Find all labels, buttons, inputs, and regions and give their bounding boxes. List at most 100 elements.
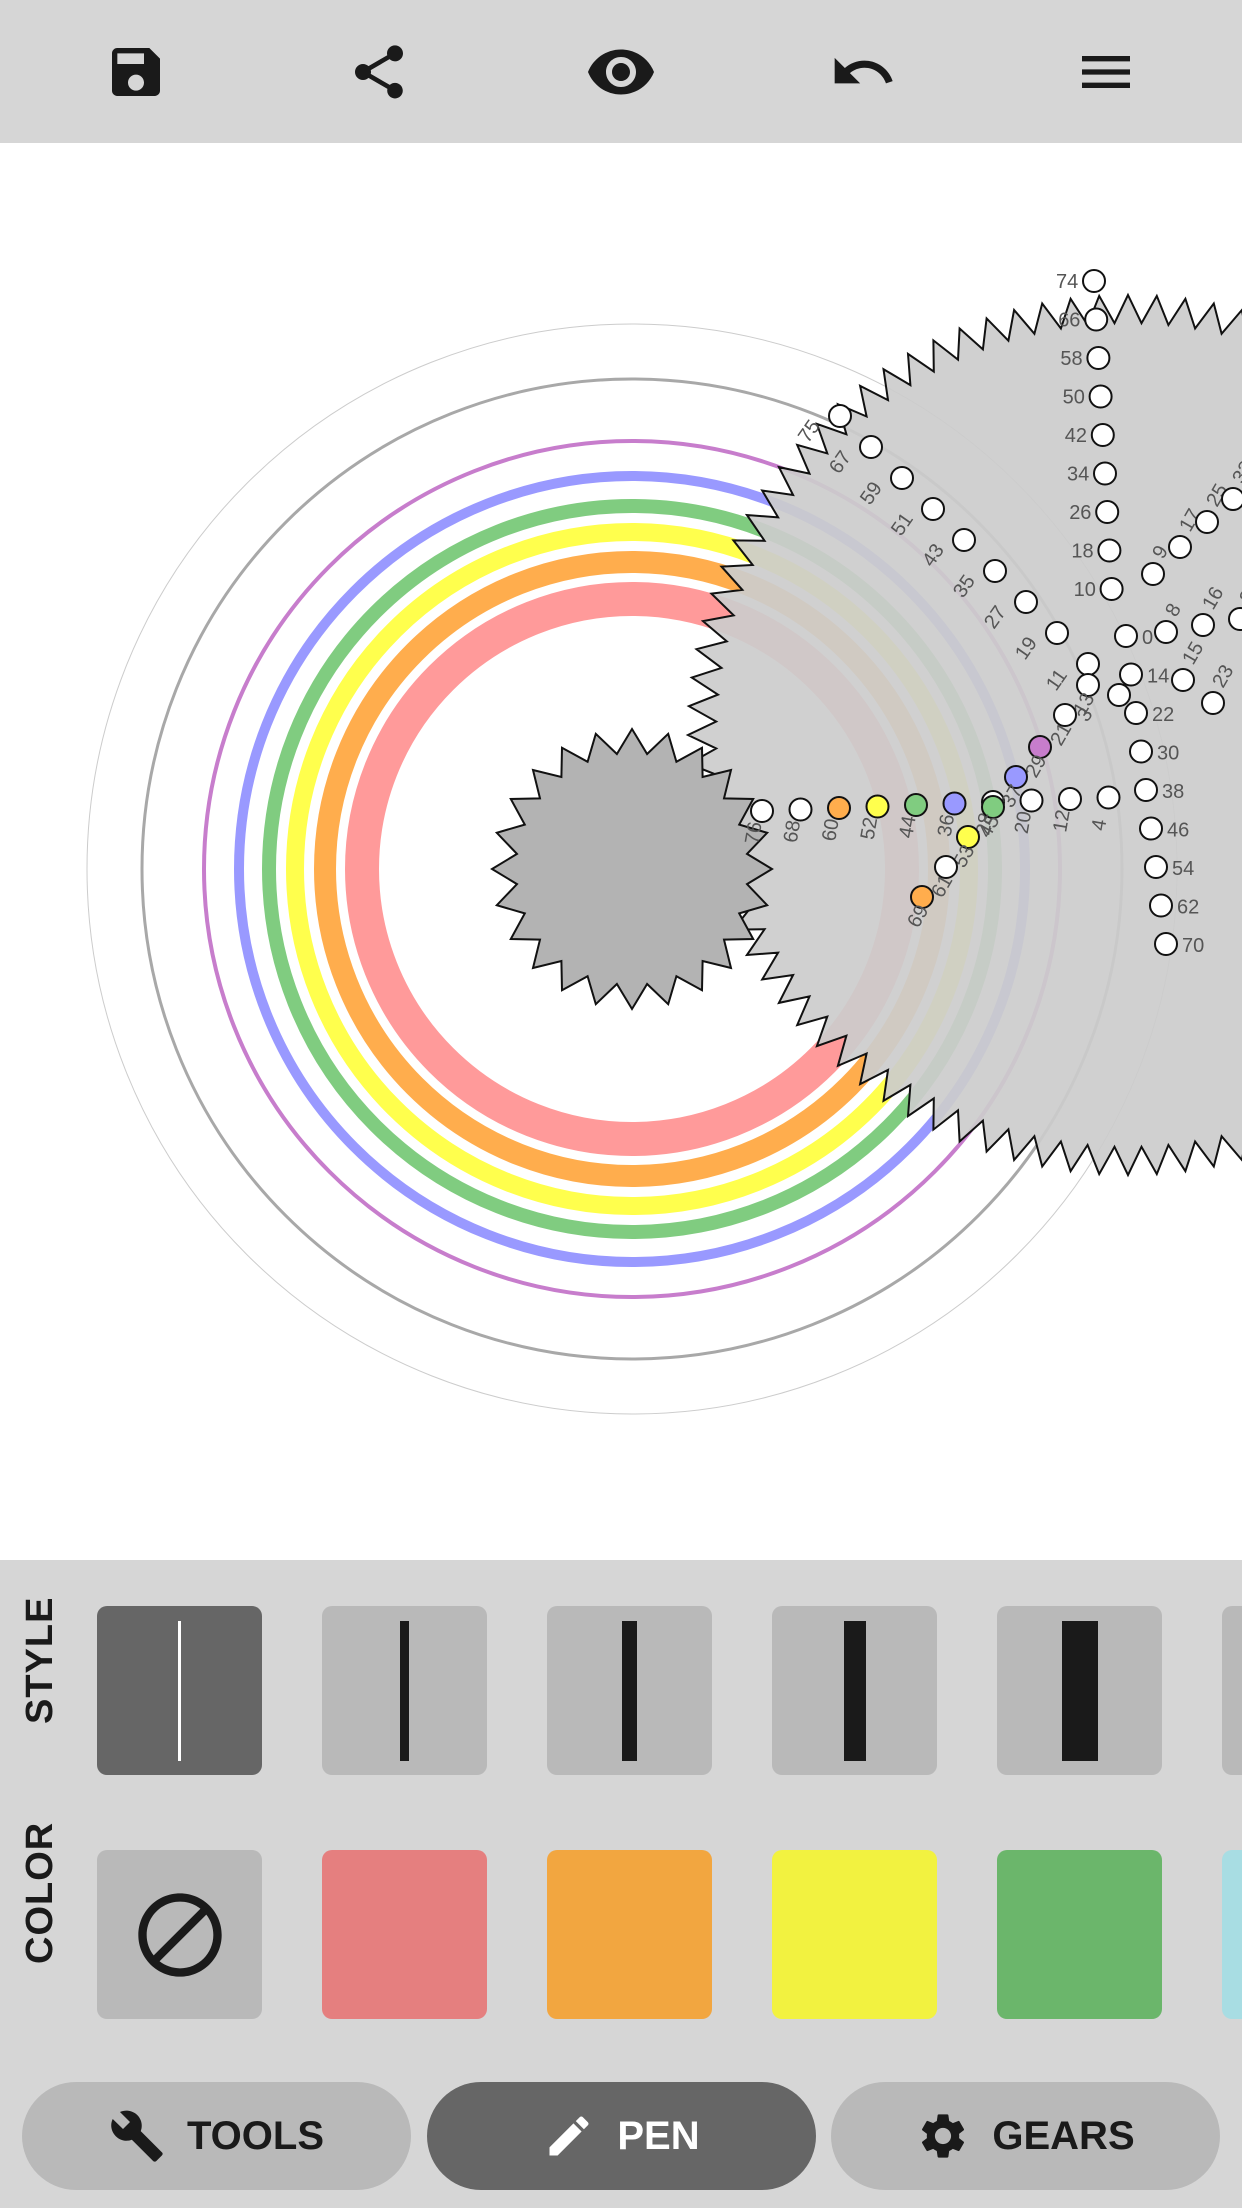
hole-label: 76 bbox=[741, 820, 767, 846]
pen-hole bbox=[921, 497, 945, 521]
drawing-canvas[interactable]: 76 68 60 52 44 36 28 20 12 4 74 66 58 50 42 34 26 18 10 75 6… bbox=[0, 143, 1242, 1560]
pen-hole bbox=[1168, 535, 1192, 559]
pen-hole bbox=[859, 435, 883, 459]
undo-button[interactable] bbox=[815, 24, 911, 120]
pen-hole bbox=[1195, 510, 1219, 534]
preview-button[interactable] bbox=[573, 24, 669, 120]
undo-icon bbox=[834, 57, 893, 84]
pen-hole bbox=[942, 791, 967, 816]
share-button[interactable] bbox=[331, 24, 427, 120]
pen-hole bbox=[981, 795, 1005, 819]
color-swatch-yellow[interactable] bbox=[772, 1850, 937, 2019]
eye-icon bbox=[588, 49, 654, 95]
pen-hole bbox=[1129, 739, 1153, 764]
pen-hole bbox=[1097, 538, 1122, 563]
pen-hole bbox=[1107, 683, 1131, 707]
stroke-preview bbox=[178, 1620, 181, 1761]
stroke-preview bbox=[1061, 1620, 1098, 1761]
style-option-3[interactable] bbox=[547, 1606, 712, 1775]
style-option-1[interactable] bbox=[97, 1606, 262, 1775]
pen-hole bbox=[1045, 621, 1069, 645]
style-row-label: STYLE bbox=[12, 1597, 68, 1724]
gears-tab-label: GEARS bbox=[992, 2113, 1135, 2158]
hole-label: 46 bbox=[1167, 820, 1189, 842]
pen-hole bbox=[828, 404, 852, 428]
pen-hole bbox=[827, 796, 851, 820]
gear-icon bbox=[922, 2114, 965, 2158]
pen-tab[interactable]: PEN bbox=[427, 2082, 816, 2190]
pen-hole bbox=[1154, 620, 1178, 644]
pen-hole bbox=[1096, 785, 1121, 810]
pen-hole bbox=[1076, 652, 1100, 676]
color-swatch-red[interactable] bbox=[322, 1850, 487, 2019]
hole-label: 68 bbox=[780, 819, 806, 845]
stroke-preview bbox=[622, 1620, 637, 1761]
spirograph-drawing[interactable]: 76 68 60 52 44 36 28 20 12 4746658504234261810756… bbox=[0, 143, 1242, 1560]
color-row-label: COLOR bbox=[12, 1822, 68, 1964]
pen-hole bbox=[1028, 735, 1052, 759]
top-toolbar bbox=[0, 0, 1242, 143]
pen-hole bbox=[865, 794, 890, 819]
pen-tab-label: PEN bbox=[617, 2113, 700, 2158]
hole-label: 60 bbox=[818, 817, 844, 843]
pen-hole bbox=[1088, 384, 1113, 409]
style-option-4[interactable] bbox=[772, 1606, 937, 1775]
pen-hole bbox=[1082, 269, 1106, 293]
hole-label: 12 bbox=[1049, 808, 1075, 834]
share-icon bbox=[355, 45, 403, 99]
color-swatch-green[interactable] bbox=[997, 1850, 1162, 2019]
fixed-gear bbox=[490, 727, 774, 1011]
menu-button[interactable] bbox=[1058, 24, 1154, 120]
pen-hole bbox=[1119, 662, 1143, 687]
hole-label: 66 bbox=[1058, 310, 1080, 332]
save-icon bbox=[112, 48, 160, 96]
pen-hole bbox=[750, 799, 774, 823]
pen-hole bbox=[1201, 691, 1225, 715]
pen-hole bbox=[1086, 346, 1111, 370]
color-swatch-orange[interactable] bbox=[547, 1850, 712, 2019]
hole-label: 20 bbox=[1011, 810, 1037, 836]
hole-label: 74 bbox=[1056, 271, 1078, 293]
pen-hole bbox=[1134, 778, 1158, 802]
rotating-gear bbox=[685, 292, 1242, 1178]
save-button[interactable] bbox=[88, 24, 184, 120]
pen-hole bbox=[1149, 893, 1173, 918]
pen-hole bbox=[1228, 607, 1242, 631]
hole-label: 34 bbox=[1067, 464, 1089, 486]
hole-label: 14 bbox=[1147, 666, 1169, 688]
pen-hole bbox=[983, 559, 1007, 583]
pen-hole bbox=[890, 466, 914, 490]
pen-hole bbox=[1141, 562, 1165, 586]
gears-tab[interactable]: GEARS bbox=[831, 2082, 1220, 2190]
pen-hole bbox=[904, 793, 928, 817]
hole-label: 38 bbox=[1162, 781, 1184, 803]
pen-hole bbox=[1093, 461, 1117, 486]
hole-label: 30 bbox=[1157, 743, 1179, 765]
hole-label: 24 bbox=[1235, 577, 1242, 607]
hole-label: 22 bbox=[1152, 704, 1174, 726]
pen-hole bbox=[910, 885, 934, 909]
tools-tab-label: TOOLS bbox=[186, 2113, 325, 2158]
hole-label: 10 bbox=[1074, 579, 1096, 601]
style-option-5[interactable] bbox=[997, 1606, 1162, 1775]
pen-hole bbox=[1095, 500, 1120, 524]
pen-hole bbox=[1154, 932, 1178, 956]
pen-hole bbox=[1090, 423, 1115, 447]
color-swatch-cyan[interactable] bbox=[1222, 1850, 1242, 2019]
hole-label: 58 bbox=[1060, 348, 1082, 370]
style-option-6[interactable] bbox=[1222, 1606, 1242, 1775]
pen-hole bbox=[1019, 788, 1044, 813]
stroke-preview bbox=[400, 1620, 409, 1761]
hole-label: 26 bbox=[1069, 502, 1091, 524]
pen-hole bbox=[952, 528, 976, 552]
pen-hole bbox=[1076, 673, 1100, 697]
block-icon bbox=[137, 1892, 222, 1977]
hole-label: 62 bbox=[1177, 897, 1199, 919]
pen-hole bbox=[1191, 613, 1215, 637]
wrench-icon bbox=[111, 2110, 163, 2162]
tools-tab[interactable]: TOOLS bbox=[22, 2082, 411, 2190]
hole-label: 4 bbox=[1088, 818, 1112, 833]
style-option-2[interactable] bbox=[322, 1606, 487, 1775]
menu-icon bbox=[1082, 56, 1130, 88]
no-color-option[interactable] bbox=[97, 1850, 262, 2019]
